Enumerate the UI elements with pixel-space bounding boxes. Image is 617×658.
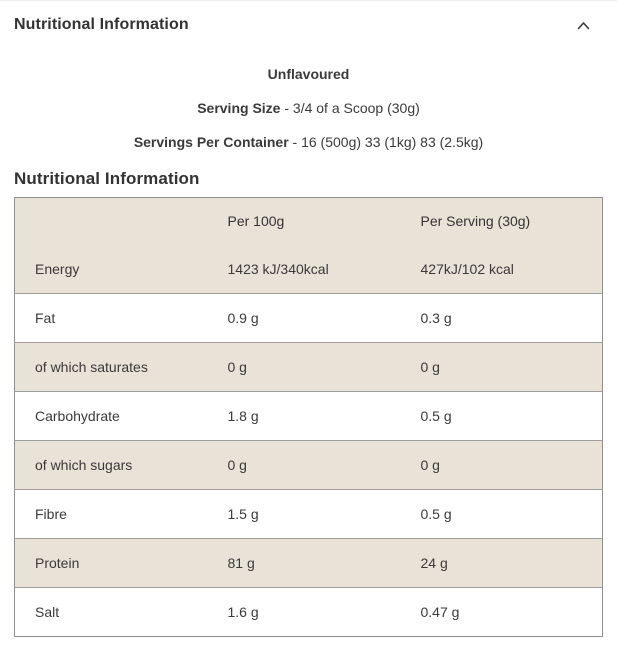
accordion-title: Nutritional Information [14,16,189,33]
serving-info: Unflavoured Serving Size - 3/4 of a Scoo… [14,67,603,149]
header-per-100g: Per 100g [227,213,285,230]
nutrient-label: of which saturates [35,359,148,375]
per-100g-value: 1423 kJ/340kcal [227,260,329,277]
nutrient-label: Fibre [35,506,67,522]
per-100g-value: 0.9 g [227,310,259,326]
per-serving-value: 427kJ/102 kcal [420,260,514,277]
nutrient-label: Fat [35,310,56,326]
flavour-name: Unflavoured [267,66,350,82]
per-serving-value: 0.3 g [420,310,452,326]
table-row: Energy 1423 kJ/340kcal 427kJ/102 kcal [14,244,603,294]
per-serving-value: 0.47 g [420,604,460,620]
table-header-row: Per 100g Per Serving (30g) [14,197,603,245]
header-per-serving: Per Serving (30g) [420,213,531,230]
serving-size-value: - 3/4 of a Scoop (30g) [284,100,420,116]
nutrient-label: Carbohydrate [35,408,120,424]
per-100g-value: 0 g [227,457,247,473]
per-100g-value: 81 g [227,555,255,571]
per-100g-value: 1.6 g [227,604,259,620]
nutrient-label: of which sugars [35,457,133,473]
table-row: Protein 81 g 24 g [14,538,603,588]
header-blank [15,198,208,245]
nutrient-label: Energy [35,260,80,277]
servings-value: - 16 (500g) 33 (1kg) 83 (2.5kg) [292,134,484,150]
serving-size-label: Serving Size [197,100,281,116]
table-row: of which sugars 0 g 0 g [14,440,603,490]
table-row: Carbohydrate 1.8 g 0.5 g [14,392,603,441]
per-100g-value: 0 g [227,359,247,375]
servings-per-container-line: Servings Per Container - 16 (500g) 33 (1… [14,135,603,149]
per-serving-value: 0 g [420,359,440,375]
per-100g-value: 1.8 g [227,408,259,424]
table-row: of which saturates 0 g 0 g [14,342,603,392]
nutrition-table: Per 100g Per Serving (30g) Energy 1423 kJ… [14,197,603,637]
per-100g-value: 1.5 g [227,506,259,522]
per-serving-value: 0.5 g [420,506,452,522]
per-serving-value: 24 g [420,555,448,571]
per-serving-value: 0 g [420,457,440,473]
serving-size-line: Serving Size - 3/4 of a Scoop (30g) [14,101,603,115]
nutrient-label: Protein [35,555,80,571]
accordion-header[interactable]: Nutritional Information [14,1,603,34]
per-serving-value: 0.5 g [420,408,452,424]
table-row: Fat 0.9 g 0.3 g [14,294,603,343]
nutrient-label: Salt [35,604,60,620]
table-row: Fibre 1.5 g 0.5 g [14,490,603,539]
table-row: Salt 1.6 g 0.47 g [15,588,603,637]
chevron-up-icon[interactable] [575,17,591,33]
nutrition-table-title: Nutritional Information [14,169,200,188]
servings-label: Servings Per Container [133,134,289,150]
